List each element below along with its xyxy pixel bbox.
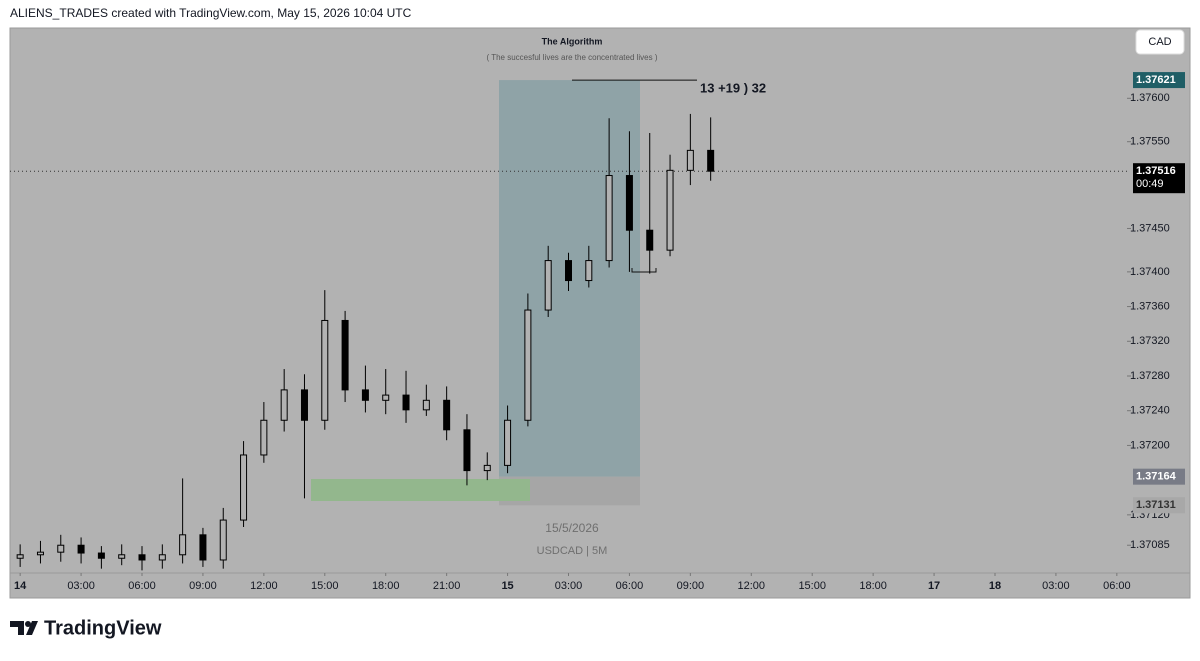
- candle-body: [524, 309, 532, 421]
- x-tick-label: 18: [989, 580, 1001, 592]
- x-tick-label: 15:00: [311, 580, 339, 592]
- x-tick-label: 17: [928, 580, 940, 592]
- candle-body: [321, 319, 329, 421]
- candle-body: [463, 429, 471, 472]
- candle-body: [260, 419, 268, 456]
- price-badge: [1133, 468, 1185, 485]
- candle-body: [158, 554, 166, 561]
- candle-body: [36, 551, 44, 556]
- candle-body: [544, 260, 552, 311]
- y-tick-label: 1.37280: [1130, 370, 1170, 382]
- x-tick-label: 18:00: [859, 580, 887, 592]
- candle-body: [199, 534, 207, 561]
- y-tick-label: 1.37360: [1130, 300, 1170, 312]
- candle-body: [402, 394, 410, 411]
- zone-box: [311, 479, 530, 501]
- candle-body: [443, 399, 451, 431]
- x-tick-label: 06:00: [1103, 580, 1131, 592]
- x-tick-label: 15: [501, 580, 513, 592]
- countdown: 00:49: [1136, 178, 1164, 190]
- x-tick-label: 09:00: [189, 580, 217, 592]
- candle-body: [77, 544, 85, 554]
- candle-body: [16, 554, 24, 559]
- y-tick-label: 1.37550: [1130, 136, 1170, 148]
- candle-body: [565, 260, 572, 282]
- brand: TradingView: [44, 617, 162, 639]
- currency-button[interactable]: [1135, 29, 1185, 55]
- price-badge: [1133, 497, 1185, 514]
- candle-body: [118, 554, 126, 559]
- candle-body: [341, 319, 349, 391]
- candle-body: [646, 229, 654, 251]
- candle-body: [686, 149, 694, 171]
- y-tick-label: 1.37240: [1130, 405, 1170, 417]
- x-tick-label: 03:00: [1042, 580, 1070, 592]
- candle-body: [605, 175, 613, 262]
- x-tick-label: 15:00: [798, 580, 826, 592]
- candle-body: [219, 519, 227, 561]
- bracket: [631, 268, 657, 273]
- annotation: 13 +19 ) 32: [700, 80, 766, 95]
- x-tick-label: 03:00: [555, 580, 583, 592]
- price-badge: [1133, 72, 1185, 89]
- y-tick-label: 1.37400: [1130, 266, 1170, 278]
- x-tick-label: 03:00: [67, 580, 95, 592]
- x-tick-label: 09:00: [677, 580, 705, 592]
- y-tick-label: 1.37450: [1130, 222, 1170, 234]
- currency[interactable]: CAD: [1148, 36, 1171, 48]
- header: ALIENS_TRADES created with TradingView.c…: [10, 6, 412, 20]
- candle-body: [97, 552, 105, 559]
- candle-body: [240, 454, 248, 521]
- x-tick-label: 06:00: [128, 580, 156, 592]
- candle-body: [666, 169, 674, 251]
- price-badge-label: 1.37621: [1136, 74, 1176, 86]
- price-badge-label: 1.37516: [1136, 165, 1176, 177]
- y-tick-label: 1.37085: [1130, 539, 1170, 551]
- candle-body: [422, 399, 430, 411]
- watermark-date: 15/5/2026: [545, 521, 599, 535]
- candle-body: [585, 260, 593, 282]
- price-badge: [1133, 163, 1185, 194]
- y-tick-label: 1.37320: [1130, 335, 1170, 347]
- chart-subtitle: ( The succesful lives are the concentrat…: [486, 53, 657, 62]
- candle-body: [625, 175, 633, 231]
- x-tick-label: 21:00: [433, 580, 461, 592]
- candle-body: [300, 389, 308, 421]
- logo: TradingView: [10, 617, 162, 639]
- candle-body: [138, 554, 146, 561]
- x-tick-label: 12:00: [738, 580, 766, 592]
- x-tick-label: 12:00: [250, 580, 278, 592]
- x-tick-label: 06:00: [616, 580, 644, 592]
- candle-body: [504, 419, 512, 466]
- price-badge-label: 1.37131: [1136, 499, 1176, 511]
- logo-dot: [25, 621, 31, 627]
- logo-icon: [10, 621, 38, 635]
- candle-body: [361, 389, 369, 401]
- chart-title: The Algorithm: [542, 36, 603, 46]
- watermark-symbol: USDCAD | 5M: [537, 545, 608, 557]
- candle-body: [382, 394, 390, 401]
- y-tick-label: 1.37600: [1130, 92, 1170, 104]
- x-tick-label: 14: [14, 580, 27, 592]
- candle-body: [57, 544, 65, 553]
- candle-body: [483, 464, 491, 472]
- candle-body: [280, 389, 288, 421]
- y-tick-label: 1.37200: [1130, 439, 1170, 451]
- candle-body: [707, 149, 715, 172]
- price-badge-label: 1.37164: [1136, 471, 1177, 483]
- x-tick-label: 18:00: [372, 580, 400, 592]
- candle-body: [179, 534, 187, 556]
